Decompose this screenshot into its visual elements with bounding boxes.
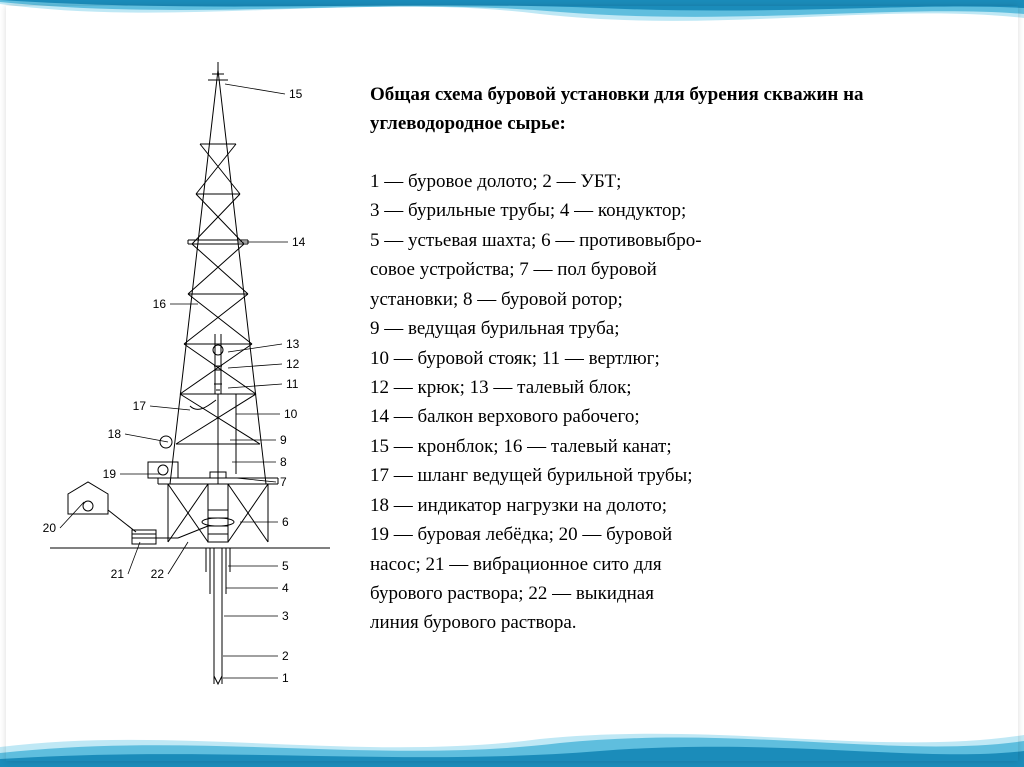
callout-label: 14 — [292, 235, 306, 249]
legend-line: 10 — буровой стояк; 11 — вертлюг; — [370, 344, 964, 373]
callout-label: 1 — [282, 671, 289, 685]
callout-label: 11 — [286, 377, 299, 391]
legend-line: 14 — балкон верхового рабочего; — [370, 402, 964, 431]
legend-line: 9 — ведущая бурильная труба; — [370, 314, 964, 343]
callout-label: 7 — [280, 475, 287, 489]
legend-line: 18 — индикатор нагрузки на долото; — [370, 491, 964, 520]
callout-label: 10 — [284, 407, 298, 421]
callout-label: 4 — [282, 581, 289, 595]
legend-line: установки; 8 — буровой ротор; — [370, 285, 964, 314]
callout-label: 13 — [286, 337, 300, 351]
legend-line: 1 — буровое долото; 2 — УБТ; — [370, 167, 964, 196]
legend-line: 15 — кронблок; 16 — талевый канат; — [370, 432, 964, 461]
legend-line: насос; 21 — вибрационное сито для — [370, 550, 964, 579]
callout-label: 2 — [282, 649, 289, 663]
legend-line: 17 — шланг ведущей бурильной трубы; — [370, 461, 964, 490]
text-column: Общая схема буровой установки для бурени… — [360, 0, 1024, 767]
callout-label: 22 — [151, 567, 165, 581]
diagram-column: 15141613121110987171819654321202122 — [0, 0, 360, 767]
legend-line: линия бурового раствора. — [370, 608, 964, 637]
callout-label: 16 — [153, 297, 167, 311]
callout-label: 15 — [289, 87, 303, 101]
legend-line: бурового раствора; 22 — выкидная — [370, 579, 964, 608]
drilling-rig-diagram: 15141613121110987171819654321202122 — [40, 54, 340, 694]
callout-label: 19 — [103, 467, 117, 481]
diagram-title: Общая схема буровой установки для бурени… — [370, 80, 964, 139]
callout-label: 17 — [133, 399, 147, 413]
callout-label: 21 — [111, 567, 125, 581]
callout-label: 5 — [282, 559, 289, 573]
legend-line: 19 — буровая лебёдка; 20 — буровой — [370, 520, 964, 549]
callout-label: 9 — [280, 433, 287, 447]
legend-line: 5 — устьевая шахта; 6 — противовыбро- — [370, 226, 964, 255]
callout-label: 6 — [282, 515, 289, 529]
callout-label: 18 — [108, 427, 122, 441]
content-area: 15141613121110987171819654321202122 Обща… — [0, 0, 1024, 767]
callout-label: 8 — [280, 455, 287, 469]
callout-label: 20 — [43, 521, 57, 535]
legend-line: 3 — бурильные трубы; 4 — кондуктор; — [370, 196, 964, 225]
legend-line: 12 — крюк; 13 — талевый блок; — [370, 373, 964, 402]
callout-label: 3 — [282, 609, 289, 623]
callout-label: 12 — [286, 357, 300, 371]
legend-line: совое устройства; 7 — пол буровой — [370, 255, 964, 284]
legend-list: 1 — буровое долото; 2 — УБТ;3 — бурильны… — [370, 167, 964, 638]
